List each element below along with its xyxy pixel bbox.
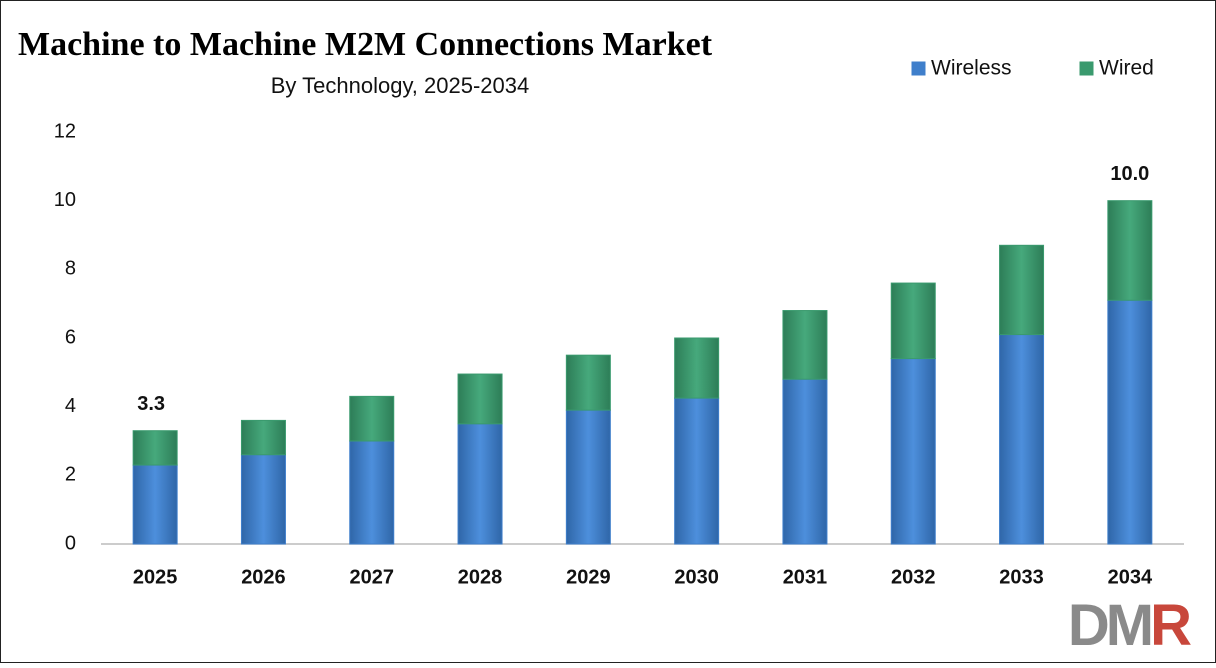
total-label: 3.3 (137, 393, 165, 415)
bar-segment (349, 395, 395, 442)
y-tick-label: 8 (65, 258, 76, 280)
bar-segment (674, 397, 720, 545)
bar-segment (132, 464, 178, 545)
bar-segment (240, 454, 286, 545)
bar-segment (782, 310, 828, 380)
legend-label: Wireless (931, 57, 1012, 80)
bar-segment (565, 409, 611, 545)
chart-title: Machine to Machine M2M Connections Marke… (18, 26, 713, 63)
y-tick-label: 10 (54, 189, 76, 211)
bar-segment (1107, 299, 1153, 545)
x-tick-label: 2034 (1108, 566, 1153, 588)
legend-swatch (1079, 61, 1094, 76)
legend-swatch (911, 61, 926, 76)
y-tick-label: 0 (65, 532, 76, 554)
y-tick-label: 6 (65, 326, 76, 348)
x-tick-label: 2026 (241, 566, 286, 588)
logo-left: DM (1068, 593, 1151, 658)
bar-segment (349, 440, 395, 545)
y-tick-label: 2 (65, 464, 76, 486)
bar-segment (457, 373, 503, 425)
x-tick-label: 2027 (350, 566, 395, 588)
logo-right: R (1150, 593, 1191, 658)
logo: DMR (1068, 593, 1191, 658)
total-label: 10.0 (1110, 163, 1149, 185)
x-tick-label: 2025 (133, 566, 178, 588)
x-tick-label: 2032 (891, 566, 936, 588)
bar-segment (240, 419, 286, 456)
x-tick-label: 2029 (566, 566, 611, 588)
chart-subtitle: By Technology, 2025-2034 (271, 73, 530, 98)
bar-segment (565, 354, 611, 411)
bar-segment (999, 334, 1045, 545)
bar-segment (1107, 200, 1153, 301)
bar-segment (782, 378, 828, 545)
bar-segment (674, 337, 720, 399)
bar-segment (457, 423, 503, 545)
bar-segment (999, 244, 1045, 336)
x-tick-label: 2031 (783, 566, 828, 588)
y-tick-label: 12 (54, 120, 76, 142)
x-tick-label: 2033 (999, 566, 1044, 588)
x-tick-label: 2030 (674, 566, 719, 588)
legend-label: Wired (1099, 57, 1154, 80)
y-tick-label: 4 (65, 395, 76, 417)
x-tick-label: 2028 (458, 566, 503, 588)
bar-segment (890, 358, 936, 545)
bar-segment (132, 430, 178, 466)
bar-segment (890, 282, 936, 360)
